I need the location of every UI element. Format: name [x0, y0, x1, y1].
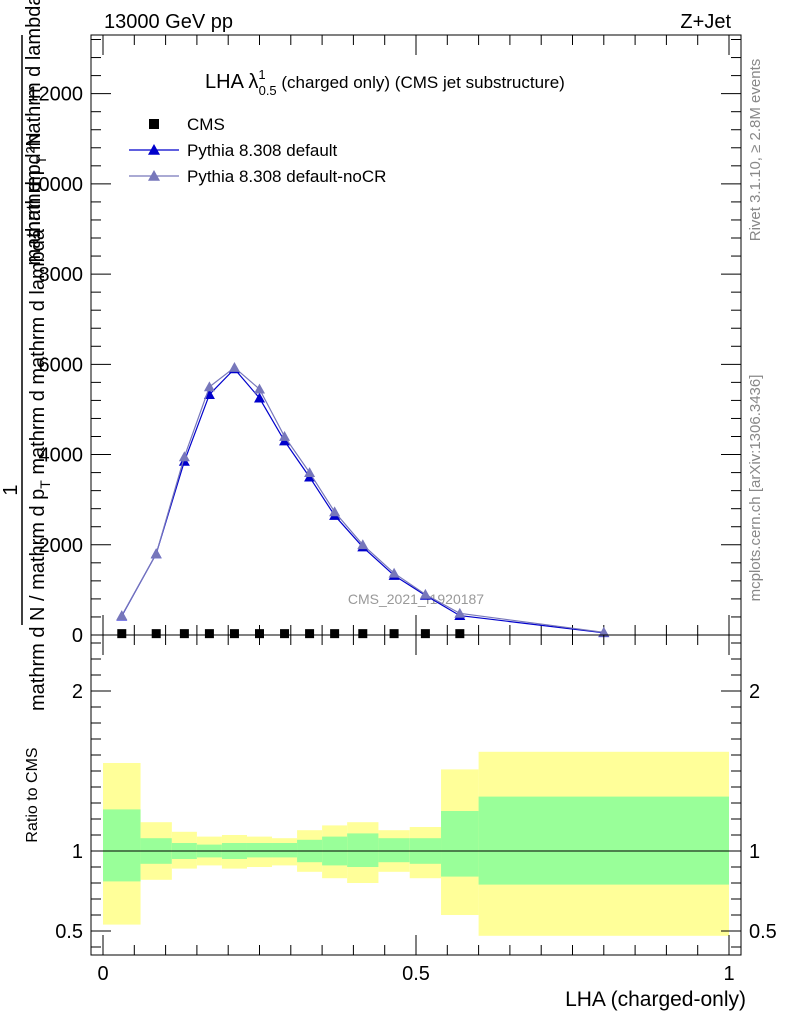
- ylabel-numerator-1: mathrm d²N: [23, 132, 45, 238]
- y-tick-label: 0: [72, 625, 83, 647]
- legend-label: Pythia 8.308 default-noCR: [187, 167, 386, 186]
- series-marker-2: [279, 431, 291, 441]
- ratio-tick-label-right: 1: [749, 841, 760, 863]
- energy-label: 13000 GeV pp: [104, 11, 233, 33]
- process-label: Z+Jet: [680, 11, 731, 33]
- series-line-1: [121, 367, 604, 634]
- ratio-inner-band: [272, 843, 298, 858]
- plot-title: LHA λ1 0.5 (charged only) (CMS jet substr…: [205, 67, 565, 98]
- series-marker-2: [304, 467, 316, 477]
- legend: CMS Pythia 8.308 default Pythia 8.308 defa…: [129, 115, 386, 186]
- legend-label: CMS: [187, 115, 225, 134]
- series-marker-2: [329, 506, 341, 517]
- legend-marker-cms: [149, 119, 159, 129]
- y-tick-label: 4000: [39, 445, 84, 467]
- series-marker-2: [357, 539, 369, 550]
- ylabel-numerator-2: mathrm d pT mathrm d lambda: [23, 0, 49, 265]
- x-tick-label: 1: [723, 963, 734, 985]
- cms-data-point: [420, 629, 430, 639]
- series-marker-1: [203, 389, 215, 399]
- ratio-inner-band: [347, 833, 379, 867]
- series-marker-2: [254, 383, 265, 394]
- x-axis-label: LHA (charged-only): [565, 988, 746, 1011]
- legend-marker-triangle: [148, 170, 160, 181]
- cms-data-point: [229, 629, 239, 639]
- cms-data-point: [117, 629, 127, 639]
- main-series-layer: [116, 361, 610, 639]
- y-tick-label: 12000: [27, 84, 83, 106]
- series-marker-1: [254, 392, 265, 403]
- rivet-version-label: Rivet 3.1.10, ≥ 2.8M events: [747, 59, 764, 242]
- ratio-inner-band: [378, 838, 410, 863]
- series-line-2: [121, 366, 604, 633]
- series-marker-2: [116, 610, 128, 621]
- ratio-inner-band: [478, 796, 729, 885]
- main-y-tick-labels: 0 2000 4000 6000 8000 10000 12000: [27, 84, 83, 647]
- series-marker-2: [150, 548, 162, 559]
- ratio-tick-label: 1: [72, 841, 83, 863]
- legend-label: Pythia 8.308 default: [187, 141, 338, 160]
- series-marker-2: [598, 626, 610, 637]
- legend-marker-triangle: [148, 144, 160, 155]
- main-ylabel: mathrm d²N mathrm d pT mathrm d lambda 1…: [0, 0, 53, 711]
- ratio-panel: 0.5 0.51 12 2 0 0.5 1: [55, 634, 777, 985]
- series-marker-2: [388, 567, 400, 578]
- cms-data-point: [330, 629, 340, 639]
- y-tick-label: 2000: [39, 535, 84, 557]
- ratio-tick-label: 2: [72, 681, 83, 703]
- y-tick-label: 10000: [27, 174, 83, 196]
- ratio-tick-label-right: 2: [749, 681, 760, 703]
- y-tick-label: 8000: [39, 264, 84, 286]
- cms-data-point: [151, 629, 161, 639]
- ylabel-fraction-one: 1: [0, 484, 22, 495]
- x-tick-label: 0.5: [402, 963, 430, 985]
- cms-data-point: [389, 629, 399, 639]
- cms-data-point: [455, 629, 465, 639]
- series-marker-2: [203, 381, 215, 392]
- mcplots-label: mcplots.cern.ch [arXiv:1306.3436]: [747, 375, 764, 602]
- ratio-inner-band: [103, 809, 141, 882]
- cms-data-point: [204, 629, 214, 639]
- ratio-axis-ticks: [91, 635, 741, 955]
- ratio-tick-label: 0.5: [55, 921, 83, 943]
- series-marker-2: [454, 607, 466, 618]
- series-marker-2: [228, 361, 240, 372]
- ratio-ylabel: Ratio to CMS: [24, 747, 41, 842]
- ratio-tick-label-right: 0.5: [749, 921, 777, 943]
- cms-data-point: [179, 629, 189, 639]
- series-marker-2: [419, 588, 431, 599]
- watermark: CMS_2021_I1920187: [348, 591, 484, 607]
- main-panel: 0 2000 4000 6000 8000 10000 12000 CMS_2021_I19…: [27, 34, 742, 647]
- x-tick-labels: 0 0.5 1: [97, 963, 734, 985]
- ratio-inner-band: [441, 811, 479, 877]
- cms-data-point: [305, 629, 315, 639]
- cms-data-point: [358, 629, 368, 639]
- ratio-y-tick-labels: 0.5 0.5 1 1 2 2: [55, 681, 777, 943]
- x-tick-label: 0: [97, 963, 108, 985]
- cms-data-point: [255, 629, 264, 639]
- cms-data-point: [280, 629, 290, 639]
- series-marker-2: [178, 451, 190, 462]
- ylabel-denominator: mathrm d N / mathrm d pT mathrm d mathrm…: [27, 228, 53, 711]
- ratio-inner-band: [246, 843, 273, 858]
- ratio-bands: [103, 751, 729, 936]
- y-tick-label: 6000: [39, 354, 84, 376]
